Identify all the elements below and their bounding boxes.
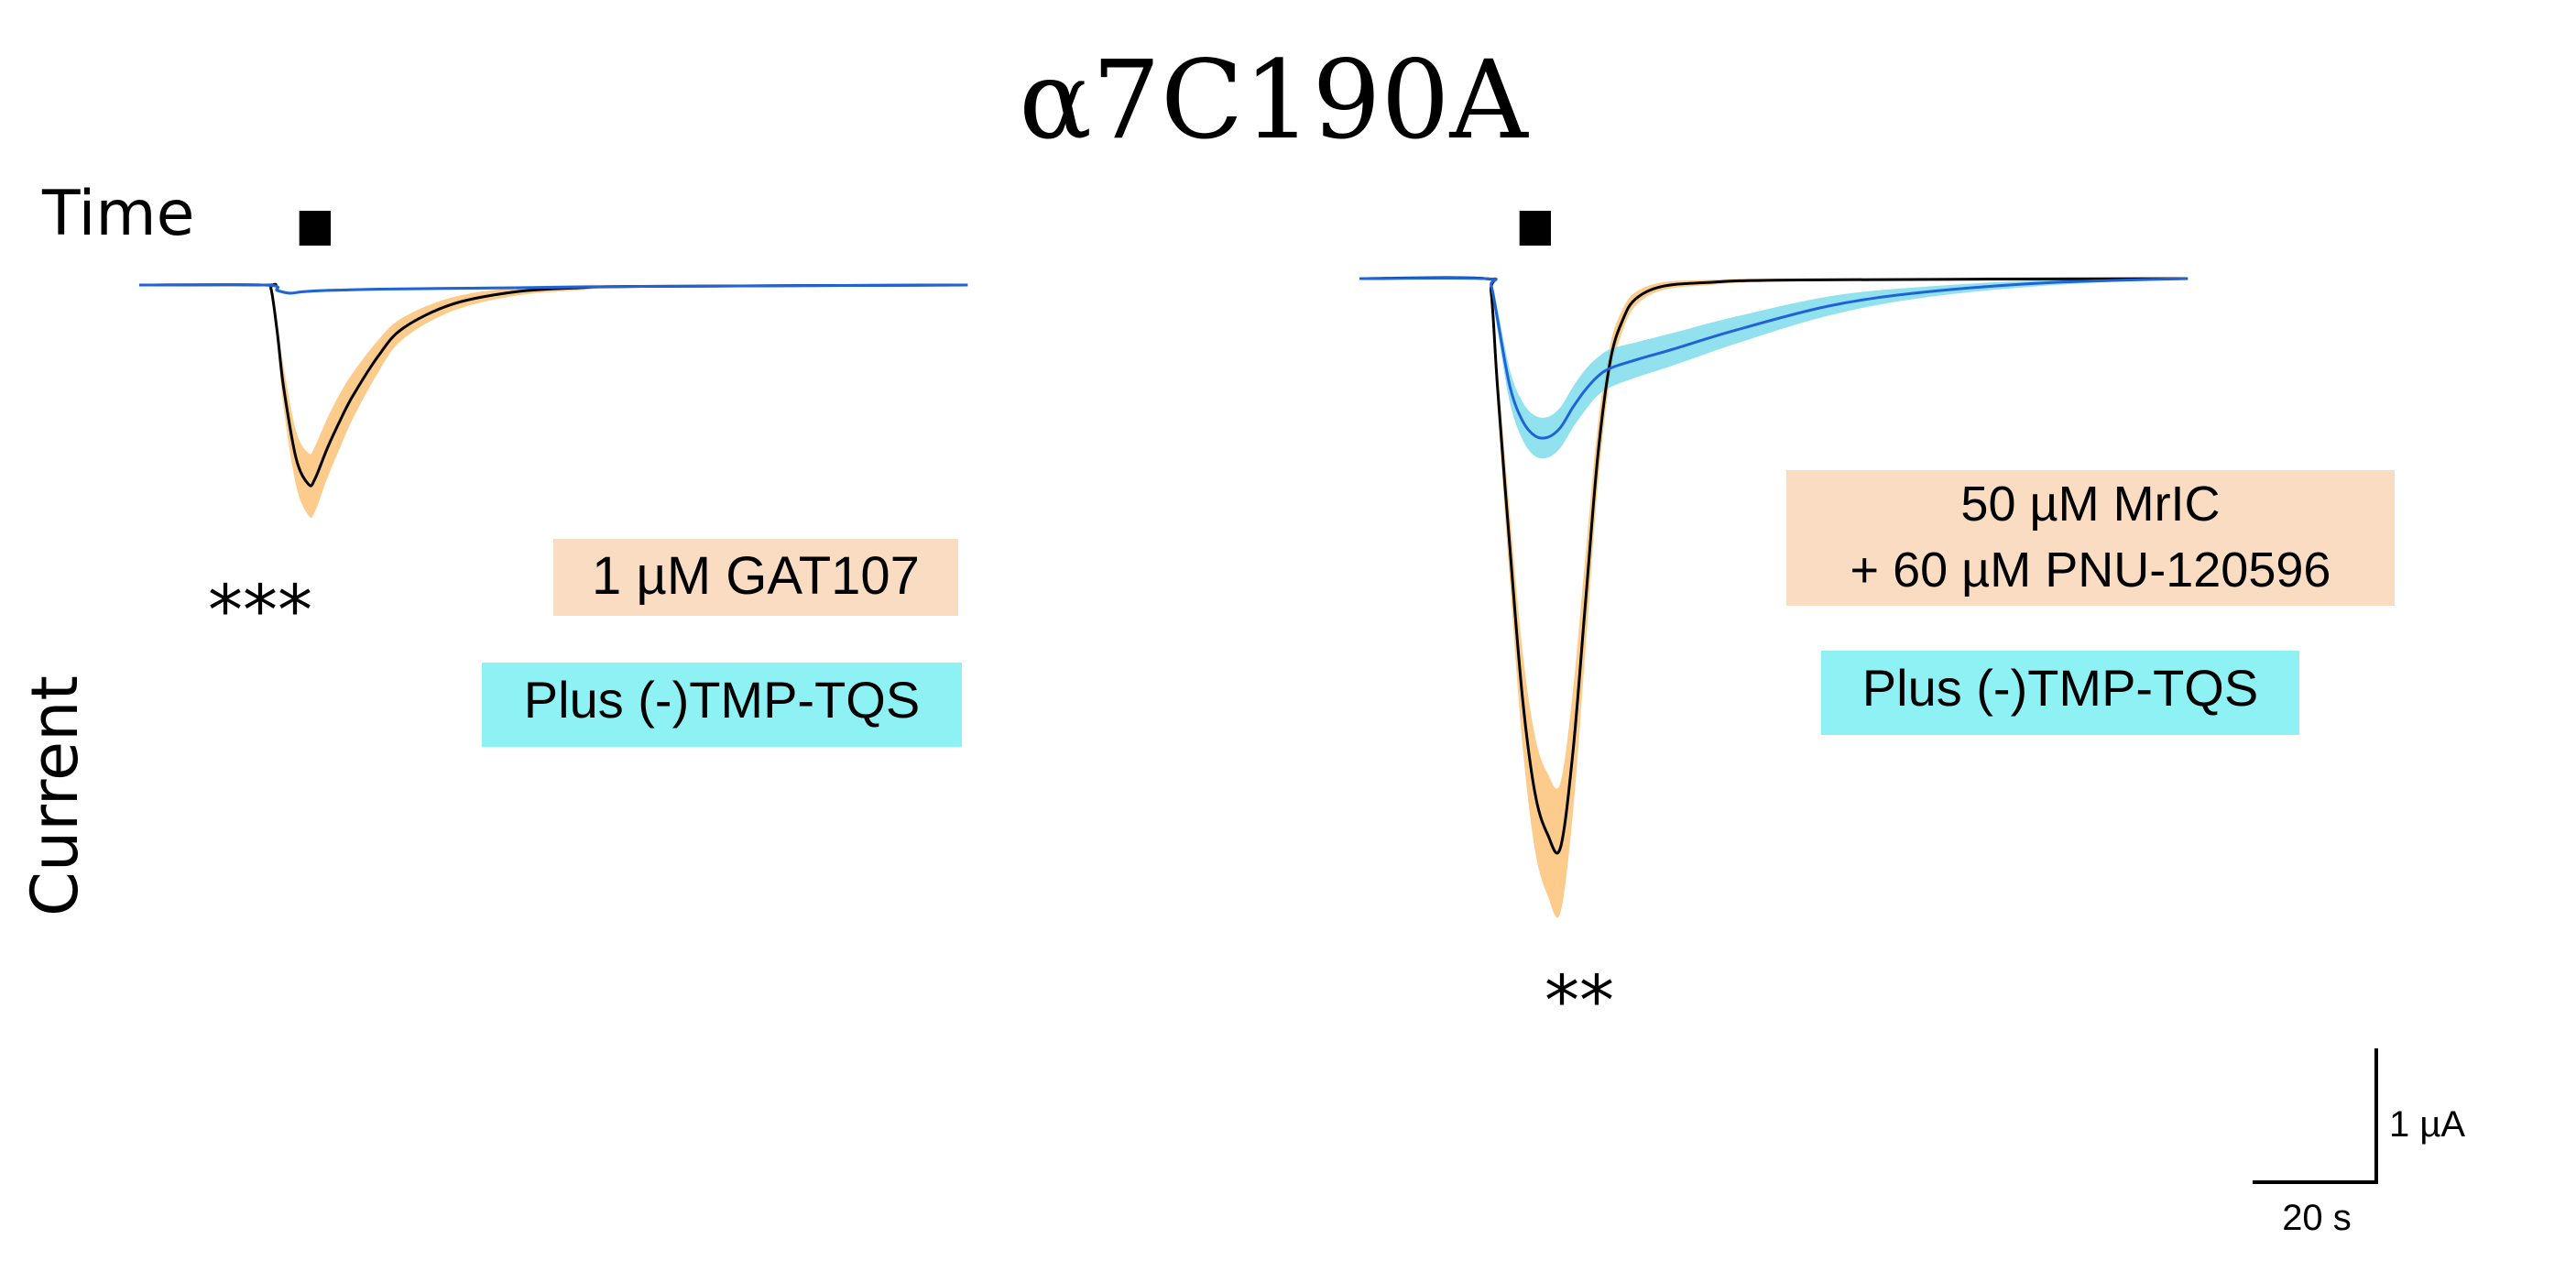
left-significance-marker: ***	[208, 569, 312, 651]
sem-band-right-tmp-tqs	[1359, 278, 2189, 459]
left-orange-label-text: 1 µM GAT107	[592, 546, 920, 606]
right-cyan-label: Plus (-)TMP-TQS	[1821, 651, 2299, 735]
scale-bar-current-label: 1 µA	[2389, 1104, 2465, 1145]
right-orange-label-line1: 50 µM MrIC	[1960, 477, 2220, 532]
right-significance-marker: **	[1545, 959, 1614, 1041]
x-axis-label: Time	[41, 178, 194, 250]
scale-bar-time-label: 20 s	[2282, 1198, 2352, 1238]
panel-right	[1359, 211, 2189, 918]
mean-trace-right-control	[1359, 276, 2189, 855]
left-cyan-label-bg	[482, 663, 962, 747]
sem-band-right-control	[1359, 277, 2189, 918]
right-orange-label-bg	[1786, 470, 2395, 606]
mean-trace-left-tmp-tqs	[138, 283, 968, 295]
right-orange-label-line2: + 60 µM PNU-120596	[1850, 543, 2331, 598]
scale-bar: 20 s 1 µA	[2253, 1048, 2465, 1238]
mean-trace-left-control	[138, 282, 968, 488]
left-orange-label: 1 µM GAT107	[553, 539, 958, 616]
left-orange-label-bg	[553, 539, 958, 616]
left-cyan-label: Plus (-)TMP-TQS	[482, 663, 962, 747]
mean-trace-right-tmp-tqs	[1359, 276, 2189, 440]
chart-title: α7C190A	[1019, 37, 1529, 163]
application-bar-right	[1519, 211, 1551, 246]
application-bar-left	[299, 211, 331, 246]
y-axis-label: Current	[17, 675, 93, 916]
sem-band-left-control	[139, 284, 968, 519]
right-orange-label: 50 µM MrIC + 60 µM PNU-120596	[1786, 470, 2395, 606]
panel-left	[138, 211, 968, 519]
right-cyan-label-text: Plus (-)TMP-TQS	[1862, 659, 2258, 717]
plot-area	[138, 211, 2189, 918]
left-cyan-label-text: Plus (-)TMP-TQS	[524, 671, 920, 729]
right-cyan-label-bg	[1821, 651, 2299, 735]
